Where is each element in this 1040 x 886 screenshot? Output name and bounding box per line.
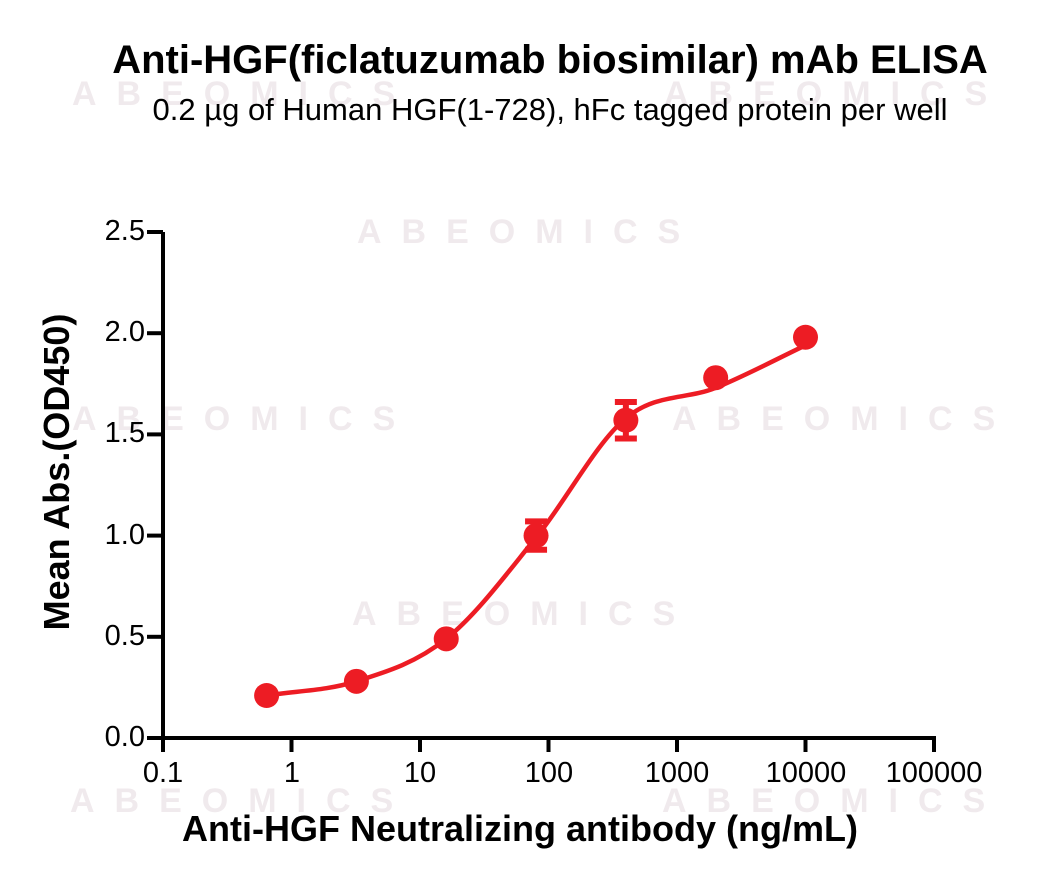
x-axis-title: Anti-HGF Neutralizing antibody (ng/mL) xyxy=(182,808,858,849)
watermark-text: ABEOMICS xyxy=(72,75,416,113)
data-point xyxy=(254,682,280,708)
y-tick-label: 1.5 xyxy=(104,417,145,449)
data-point xyxy=(343,668,369,694)
x-tick-label: 0.1 xyxy=(142,757,184,789)
y-tick-label: 0.5 xyxy=(104,620,145,652)
watermark-text: ABEOMICS xyxy=(70,782,414,820)
y-tick-label: 1.0 xyxy=(104,519,145,551)
watermark-text: ABEOMICS xyxy=(352,595,696,633)
x-tick-label: 10 xyxy=(403,757,437,789)
chart-subtitle: 0.2 µg of Human HGF(1-728), hFc tagged p… xyxy=(152,92,948,127)
y-axis-title: Mean Abs.(OD450) xyxy=(36,313,77,631)
y-tick-label: 2.5 xyxy=(104,215,145,247)
x-tick-label: 100 xyxy=(524,757,574,789)
x-tick-label: 100000 xyxy=(885,757,983,789)
x-tick-label: 1 xyxy=(283,757,301,789)
chart-title: Anti-HGF(ficlatuzumab biosimilar) mAb EL… xyxy=(112,38,988,82)
watermark-text: ABEOMICS xyxy=(662,782,1006,820)
watermark-text: ABEOMICS xyxy=(357,213,701,251)
data-point xyxy=(703,365,729,391)
x-tick-label: 10000 xyxy=(765,757,847,789)
y-tick-label: 0.0 xyxy=(104,721,145,753)
x-tick-label: 1000 xyxy=(644,757,710,789)
watermark-text: ABEOMICS xyxy=(72,400,416,438)
data-point xyxy=(433,626,459,652)
data-point xyxy=(523,523,549,549)
watermark-text: ABEOMICS xyxy=(664,75,1008,113)
data-point xyxy=(613,407,639,433)
y-tick-label: 2.0 xyxy=(104,316,145,348)
data-point xyxy=(793,324,818,350)
watermark-text: ABEOMICS xyxy=(672,400,1016,438)
